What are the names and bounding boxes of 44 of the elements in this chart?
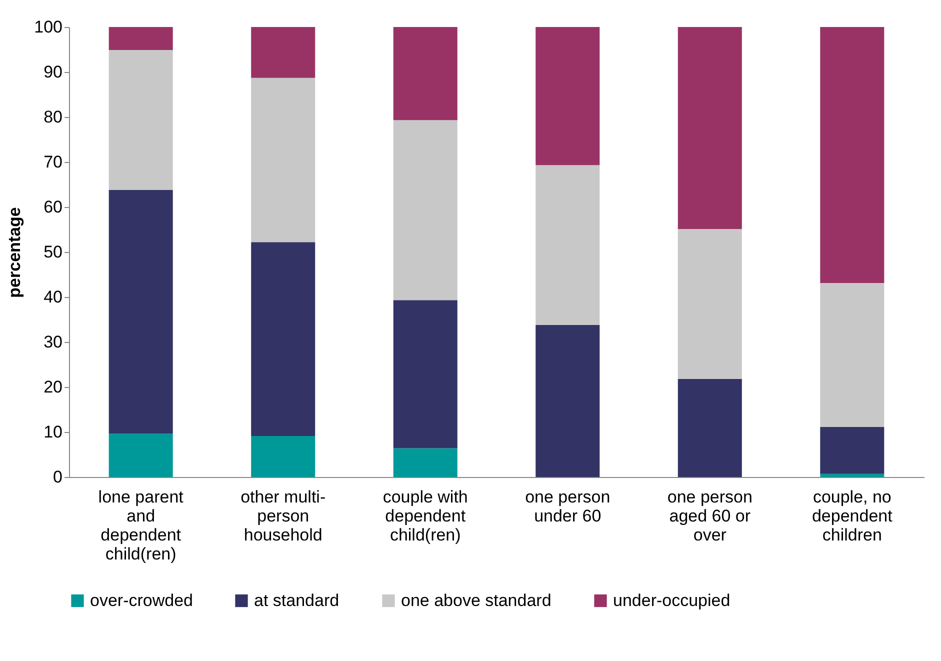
bar [678, 27, 742, 230]
y-tick-label: 10 [44, 422, 62, 442]
y-tick-label: 50 [44, 242, 62, 262]
bar [251, 436, 316, 477]
y-tick-label: 100 [34, 18, 62, 36]
bar [820, 474, 884, 477]
x-tick-label: lone parent and dependent child(ren) [98, 488, 184, 564]
bar [108, 50, 173, 190]
bar [108, 190, 173, 434]
bar [108, 27, 173, 50]
bar [108, 434, 173, 477]
x-tick-label: one person aged 60 or over [667, 488, 752, 544]
y-tick-label: 90 [44, 62, 62, 82]
bar [820, 27, 884, 284]
bar [251, 242, 316, 436]
legend-label: over-crowded [90, 590, 193, 610]
y-tick-label: 70 [44, 152, 62, 172]
bar [393, 300, 458, 448]
x-tick-label: one person under 60 [525, 488, 610, 526]
y-axis-title: percentage [5, 207, 24, 298]
y-tick-label: 80 [44, 108, 62, 126]
bar [393, 27, 458, 120]
bar [820, 283, 884, 428]
x-tick-label: couple with dependent child(ren) [382, 488, 468, 544]
legend-label: one above standard [401, 590, 552, 610]
y-tick-label: 0 [53, 468, 62, 486]
bar [536, 27, 600, 166]
bar [536, 165, 600, 325]
bar [678, 378, 742, 477]
legend-label: at standard [254, 590, 340, 610]
bar [536, 324, 600, 477]
bar [251, 78, 316, 242]
y-tick-label: 20 [44, 378, 62, 396]
bar [393, 120, 458, 300]
bar [820, 427, 884, 474]
x-tick-label: other multi-person household [240, 488, 326, 544]
y-tick-label: 30 [44, 332, 62, 352]
y-tick-label: 40 [44, 288, 62, 306]
bar [251, 27, 316, 78]
legend-label: under-occupied [613, 590, 730, 610]
bar [393, 448, 458, 477]
bar [678, 229, 742, 379]
x-tick-label: couple, no dependent children [812, 488, 893, 544]
y-tick-label: 60 [44, 198, 62, 216]
